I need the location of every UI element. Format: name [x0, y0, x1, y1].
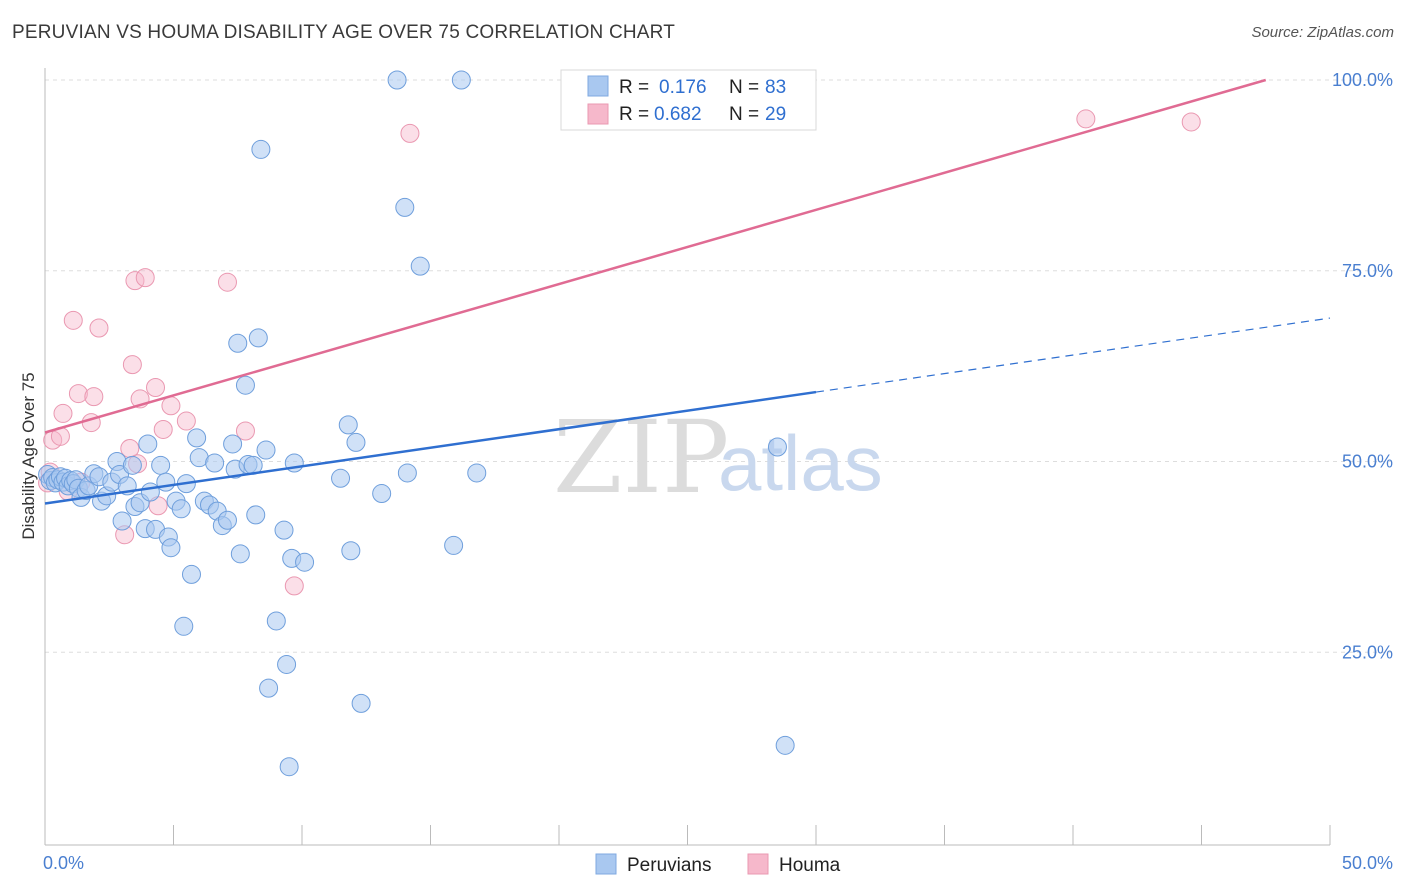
y-tick-label-100: 100.0% [1332, 70, 1393, 90]
houma-point [122, 355, 142, 375]
peruvian-point [161, 538, 181, 558]
trend-lines [44, 78, 1331, 505]
gridlines [45, 79, 1392, 653]
legend-n-label-1: N = [729, 77, 759, 98]
peruvian-point [205, 453, 225, 473]
peruvians-trend-extension [815, 317, 1331, 393]
houma-point [146, 377, 166, 397]
peruvian-point [451, 70, 471, 90]
peruvian-point [256, 440, 276, 460]
legend-r-label-2: R = [619, 104, 649, 125]
peruvian-point [767, 437, 787, 457]
peruvian-point [277, 654, 297, 674]
houma-trend-line [44, 78, 1267, 434]
watermark: ZIP atlas [553, 399, 883, 516]
peruvian-point [122, 455, 142, 475]
watermark-atlas: atlas [718, 419, 883, 507]
houma-point [217, 272, 237, 292]
bottom-legend-swatch-houma [747, 853, 769, 875]
legend-r-value-1: 0.176 [659, 77, 707, 98]
bottom-legend-label-peruvians: Peruvians [627, 855, 712, 876]
houma-point [84, 387, 104, 407]
houma-point [68, 384, 88, 404]
houma-point [1181, 112, 1201, 132]
peruvian-point [395, 197, 415, 217]
peruvian-point [410, 256, 430, 276]
legend-box: R = 0.176 N = 83 R = 0.682 N = 29 [560, 69, 817, 131]
chart-title: PERUVIAN VS HOUMA DISABILITY AGE OVER 75… [12, 22, 676, 43]
y-tick-label-50: 50.0% [1342, 452, 1393, 472]
peruvian-point [246, 505, 266, 525]
peruvian-point [228, 333, 248, 353]
y-axis-label: Disability Age Over 75 [19, 372, 38, 539]
peruvian-point [274, 520, 294, 540]
legend-swatch-houma [587, 103, 609, 125]
peruvian-point [266, 611, 286, 631]
peruvian-point [259, 678, 279, 698]
peruvian-point [295, 552, 315, 572]
peruvian-point [775, 735, 795, 755]
tick-labels: 25.0% 50.0% 75.0% 100.0% 0.0% 50.0% [43, 70, 1393, 873]
legend-r-value-2: 0.682 [654, 104, 702, 125]
x-tick-label-50: 50.0% [1342, 853, 1393, 873]
bottom-legend: Peruvians Houma [595, 853, 841, 876]
houma-point [153, 419, 173, 439]
houma-point [63, 310, 83, 330]
peruvian-point [235, 375, 255, 395]
houma-point [135, 268, 155, 288]
peruvian-point [248, 328, 268, 348]
bottom-legend-label-houma: Houma [779, 855, 841, 876]
chart-source: Source: ZipAtlas.com [1251, 24, 1394, 41]
legend-n-value-2: 29 [765, 104, 786, 125]
legend-n-label-2: N = [729, 104, 759, 125]
y-tick-label-25: 25.0% [1342, 642, 1393, 662]
peruvian-point [187, 428, 207, 448]
peruvian-point [171, 499, 191, 519]
houma-points [38, 109, 1201, 596]
peruvian-point [112, 511, 132, 531]
peruvian-point [346, 432, 366, 452]
peruvian-point [181, 564, 201, 584]
x-tick-label-0: 0.0% [43, 853, 84, 873]
peruvian-point [138, 434, 158, 454]
peruvian-point [444, 535, 464, 555]
peruvian-point [230, 544, 250, 564]
legend-swatch-peruvians [587, 75, 609, 97]
peruvian-point [331, 468, 351, 488]
peruvian-point [372, 484, 392, 504]
legend-r-label-1: R = [619, 77, 649, 98]
houma-point [235, 421, 255, 441]
houma-point [284, 576, 304, 596]
peruvian-point [387, 70, 407, 90]
peruvian-point [223, 434, 243, 454]
peruvian-point [351, 693, 371, 713]
peruvian-point [156, 472, 176, 492]
peruvian-point [338, 415, 358, 435]
houma-point [1076, 109, 1096, 129]
peruvian-point [467, 463, 487, 483]
y-tick-label-75: 75.0% [1342, 261, 1393, 281]
houma-point [176, 411, 196, 431]
legend-n-value-1: 83 [765, 77, 786, 98]
peruvian-point [217, 510, 237, 530]
peruvian-point [279, 757, 299, 777]
peruvian-point [151, 455, 171, 475]
axes [44, 68, 1331, 846]
houma-point [89, 318, 109, 338]
houma-point [53, 403, 73, 423]
peruvian-points [38, 70, 795, 777]
peruvian-point [140, 482, 160, 502]
peruvian-point [174, 616, 194, 636]
peruvian-point [397, 463, 417, 483]
peruvians-trend-line [44, 390, 817, 505]
houma-point [400, 123, 420, 143]
houma-point [161, 396, 181, 416]
peruvian-point [341, 541, 361, 561]
bottom-legend-swatch-peruvians [595, 853, 617, 875]
peruvian-point [251, 139, 271, 159]
houma-point [125, 271, 145, 291]
